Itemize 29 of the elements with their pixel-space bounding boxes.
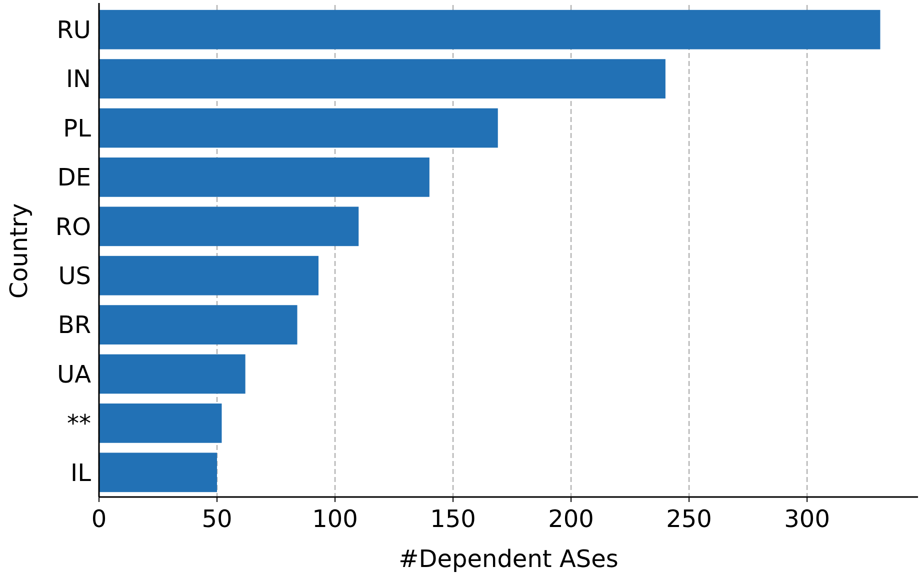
x-axis-title: #Dependent ASes (398, 545, 618, 573)
y-tick-label: ** (67, 410, 91, 438)
bar (99, 354, 246, 394)
y-tick-label: IL (70, 458, 92, 487)
x-tick-label: 150 (430, 505, 476, 533)
y-tick-label: UA (57, 360, 92, 388)
y-axis-title: Country (5, 203, 33, 299)
x-tick-label: 200 (548, 505, 594, 533)
x-tick-label: 300 (784, 505, 830, 533)
bar (99, 158, 430, 197)
y-tick-label: US (58, 262, 91, 290)
x-tick-label: 100 (312, 505, 358, 533)
y-tick-label: BR (58, 311, 91, 340)
x-tick-label: 50 (202, 505, 232, 533)
bar (99, 256, 318, 296)
y-tick-label: IN (66, 65, 91, 94)
bar (99, 404, 222, 443)
y-tick-label: DE (57, 164, 91, 192)
y-tick-label: RU (56, 16, 91, 44)
bar (99, 59, 666, 98)
bar (99, 305, 298, 344)
bar (99, 452, 218, 492)
bar (99, 108, 498, 148)
bar (99, 206, 359, 246)
x-tick-label: 0 (91, 505, 107, 533)
x-tick-label: 250 (666, 505, 712, 533)
y-tick-label: RO (55, 212, 91, 241)
y-tick-label: PL (63, 114, 92, 142)
bar (99, 10, 880, 50)
